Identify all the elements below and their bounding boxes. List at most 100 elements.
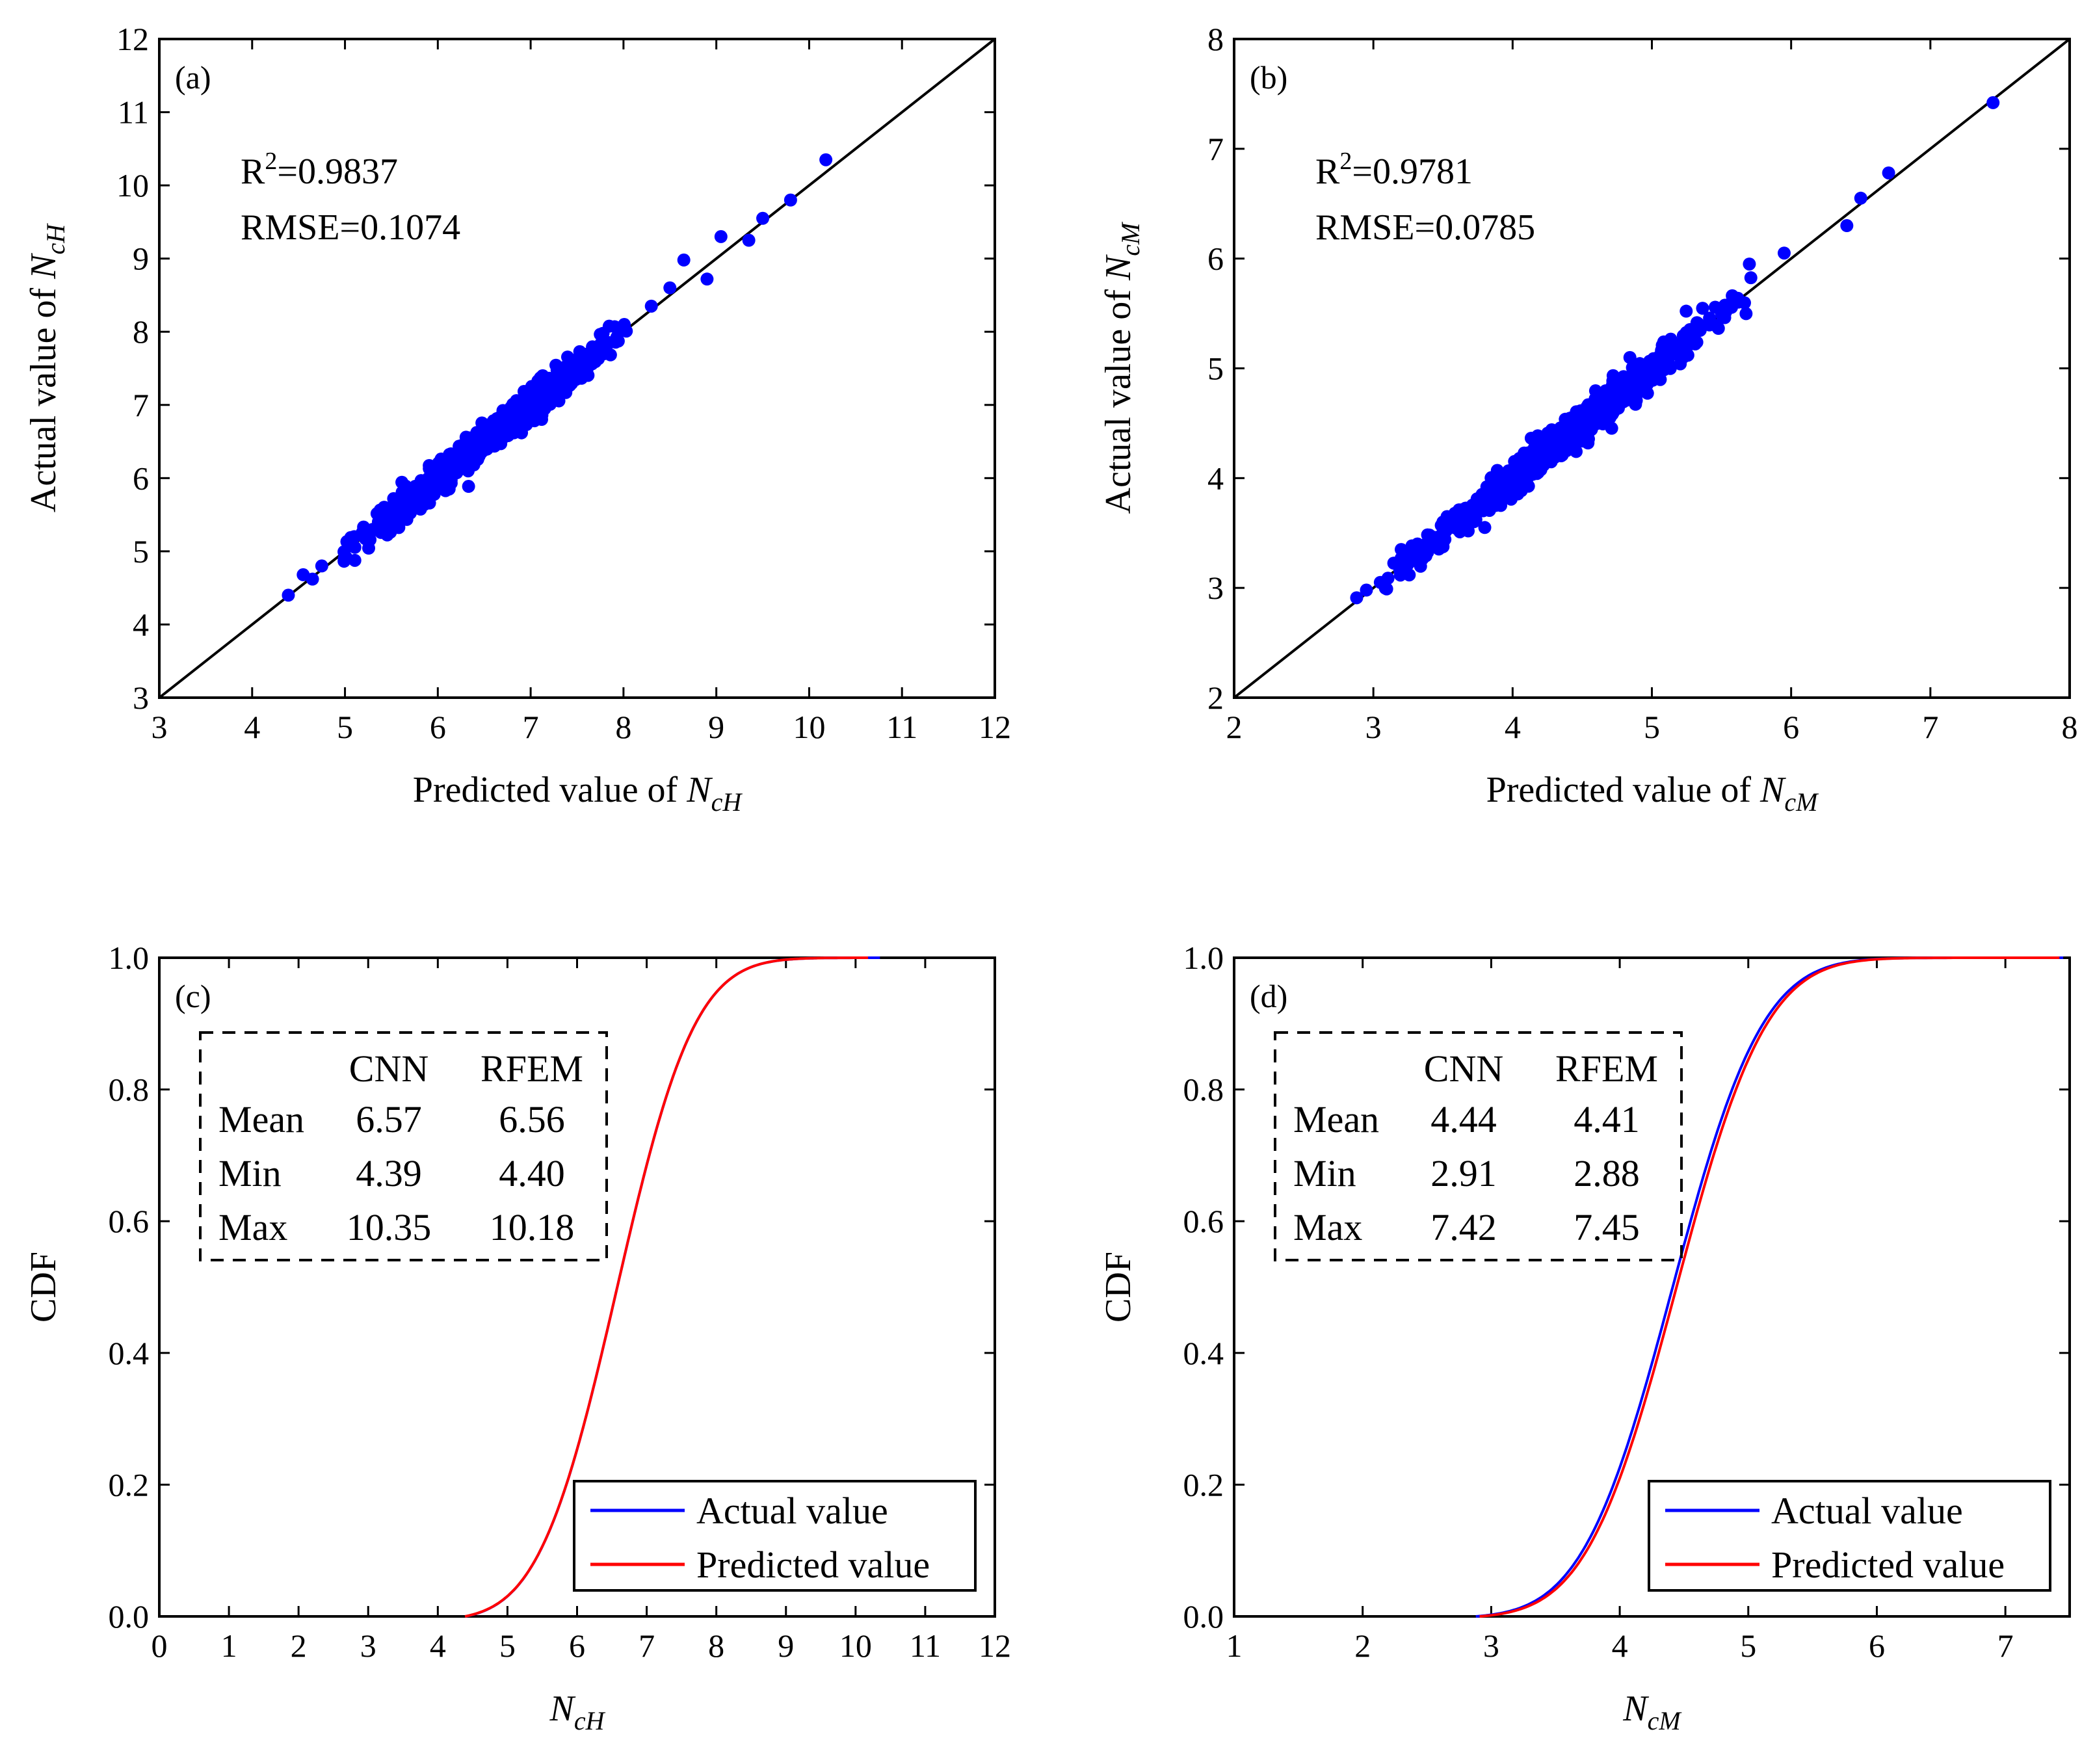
data-point [1633, 363, 1647, 377]
data-point [561, 365, 575, 379]
x-tick-label: 10 [793, 709, 825, 745]
x-tick-label: 3 [152, 709, 168, 745]
y-axis-title: CDF [1098, 1252, 1139, 1323]
x-tick-label: 2 [1226, 709, 1243, 745]
stats-table-cell: Min [1293, 1152, 1356, 1194]
x-tick-label: 5 [499, 1627, 516, 1664]
data-point [1711, 322, 1725, 336]
data-point [1575, 416, 1589, 430]
data-point [1703, 311, 1717, 325]
data-point [1360, 583, 1373, 597]
y-tick-label: 8 [133, 313, 149, 350]
data-point [663, 281, 677, 295]
x-tick-label: 5 [1644, 709, 1660, 745]
legend-label: Predicted value [1771, 1544, 2005, 1586]
legend-box [1648, 1480, 2051, 1592]
data-point [1690, 336, 1704, 349]
y-tick-label: 12 [116, 21, 149, 57]
data-point [1986, 96, 2000, 109]
rmse-label: RMSE=0.1074 [241, 207, 460, 248]
data-point [380, 528, 394, 542]
data-point [1507, 488, 1521, 501]
stats-table-cell: Max [1293, 1206, 1362, 1248]
data-point [465, 456, 479, 469]
panel-d: 1 2 3 4 5 6 7 0.0 0.2 0.4 0.6 0.8 1.0 (d) NcM CDF CNN RFE… [1098, 940, 2071, 1735]
x-tick-label: 6 [1783, 709, 1799, 745]
x-tick-label: 0 [152, 1627, 168, 1664]
data-point [756, 211, 770, 225]
stats-table-cell: 7.42 [1430, 1206, 1497, 1248]
y-tick-label: 1.0 [109, 940, 150, 976]
x-tick-label: 3 [1483, 1627, 1499, 1664]
x-tick-label: 5 [1740, 1627, 1756, 1664]
data-point [403, 490, 417, 503]
y-tick-label: 2 [1207, 679, 1224, 716]
data-point [677, 253, 691, 267]
y-tick-label: 0.0 [1183, 1598, 1224, 1635]
data-point [1531, 429, 1545, 443]
data-point [1674, 357, 1687, 371]
data-point [315, 559, 328, 573]
x-tick-label: 10 [839, 1627, 872, 1664]
r2-label: R2=0.9781 [1315, 148, 1473, 192]
panel-label: (d) [1250, 978, 1287, 1014]
data-point [462, 480, 475, 494]
panel-a: 3 4 5 6 7 8 9 10 11 12 3 4 5 6 7 8 9 10 11 12 (a) Predicted v… [23, 21, 1011, 817]
data-point [1623, 350, 1637, 364]
stats-table-cell: 4.44 [1430, 1098, 1497, 1140]
data-point [391, 520, 405, 534]
x-tick-label: 7 [1997, 1627, 2014, 1664]
stats-table-cell: Mean [218, 1098, 304, 1140]
x-tick-label: 5 [337, 709, 353, 745]
data-point [1603, 389, 1617, 402]
x-tick-label: 1 [1226, 1627, 1243, 1664]
data-point [1680, 304, 1693, 318]
legend-label: Predicted value [696, 1544, 930, 1586]
y-tick-label: 0.8 [109, 1072, 150, 1108]
data-point [1350, 591, 1364, 605]
stats-table-header: RFEM [1555, 1047, 1658, 1090]
y-tick-label: 10 [116, 167, 149, 204]
x-tick-label: 6 [430, 709, 446, 745]
x-tick-label: 8 [615, 709, 631, 745]
data-point [700, 272, 714, 286]
x-axis-title: Predicted value of NcM [1486, 770, 1820, 817]
data-point [1629, 393, 1643, 407]
x-tick-label: 6 [569, 1627, 585, 1664]
y-tick-label: 0.6 [1183, 1203, 1224, 1239]
y-tick-label: 6 [1207, 241, 1224, 277]
data-point [468, 442, 482, 456]
data-point [536, 369, 549, 382]
data-point [1457, 504, 1471, 518]
plot-frame [1233, 956, 2071, 1618]
y-tick-label: 0.4 [1183, 1335, 1224, 1371]
data-point [1840, 219, 1854, 233]
y-tick-label: 3 [133, 679, 149, 716]
y-tick-label: 5 [1207, 350, 1224, 387]
x-tick-label: 11 [910, 1627, 941, 1664]
x-axis-title: NcH [549, 1689, 606, 1735]
y-axis-title: Actual value of NcH [23, 223, 70, 512]
panel-label: (c) [175, 978, 211, 1014]
data-point [446, 466, 460, 480]
y-tick-label: 0.8 [1183, 1072, 1224, 1108]
plot-frame [158, 38, 996, 699]
data-point [579, 354, 593, 368]
data-point [487, 431, 500, 445]
data-point [395, 475, 409, 489]
data-point [1478, 521, 1492, 534]
data-point [1687, 323, 1700, 337]
data-point [819, 153, 833, 166]
x-tick-label: 12 [979, 1627, 1011, 1664]
data-point [1577, 429, 1591, 443]
data-point [1715, 307, 1728, 321]
data-point [1373, 575, 1387, 589]
legend-label: Actual value [1771, 1490, 1963, 1532]
y-tick-label: 1.0 [1183, 940, 1224, 976]
data-point [742, 233, 756, 247]
panel-label: (a) [175, 59, 211, 96]
y-tick-label: 6 [133, 460, 149, 496]
data-point [1696, 302, 1709, 315]
panel-c: 0 1 2 3 4 5 6 7 8 9 10 11 120.00.20.40.60.81.0(c)NcH… [23, 940, 1011, 1735]
